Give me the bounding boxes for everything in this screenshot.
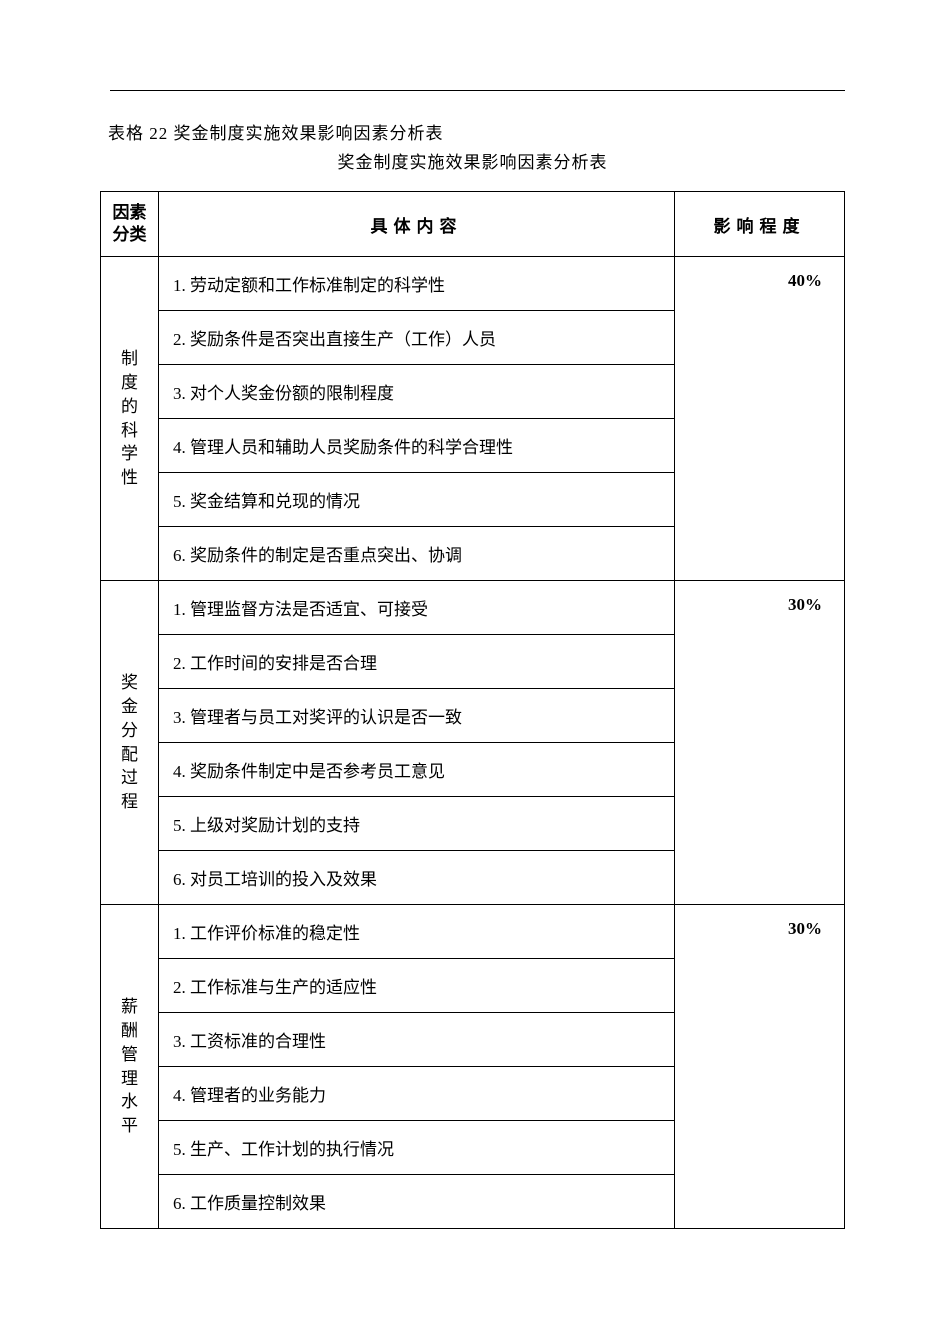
content-cell: 5. 生产、工作计划的执行情况 bbox=[159, 1121, 675, 1175]
category-label: 薪酬管理水平 bbox=[121, 995, 138, 1138]
table-header-row: 因素分类 具体内容 影响程度 bbox=[101, 192, 845, 257]
content-cell: 2. 工作时间的安排是否合理 bbox=[159, 635, 675, 689]
category-cell: 制度的科学性 bbox=[101, 257, 159, 581]
top-horizontal-rule bbox=[110, 90, 845, 91]
category-label: 奖金分配过程 bbox=[121, 671, 138, 814]
table-caption-line1: 表格 22 奖金制度实施效果影响因素分析表 bbox=[108, 119, 845, 144]
content-cell: 5. 奖金结算和兑现的情况 bbox=[159, 473, 675, 527]
content-cell: 1. 工作评价标准的稳定性 bbox=[159, 905, 675, 959]
content-cell: 4. 奖励条件制定中是否参考员工意见 bbox=[159, 743, 675, 797]
content-cell: 4. 管理人员和辅助人员奖励条件的科学合理性 bbox=[159, 419, 675, 473]
content-cell: 5. 上级对奖励计划的支持 bbox=[159, 797, 675, 851]
factor-analysis-table: 因素分类 具体内容 影响程度 制度的科学性 1. 劳动定额和工作标准制定的科学性… bbox=[100, 191, 845, 1229]
table-row: 制度的科学性 1. 劳动定额和工作标准制定的科学性 40% bbox=[101, 257, 845, 311]
col-header-category: 因素分类 bbox=[101, 192, 159, 257]
table-row: 薪酬管理水平 1. 工作评价标准的稳定性 30% bbox=[101, 905, 845, 959]
impact-cell: 30% bbox=[675, 581, 845, 905]
content-cell: 4. 管理者的业务能力 bbox=[159, 1067, 675, 1121]
content-cell: 3. 管理者与员工对奖评的认识是否一致 bbox=[159, 689, 675, 743]
col-header-content: 具体内容 bbox=[159, 192, 675, 257]
category-cell: 薪酬管理水平 bbox=[101, 905, 159, 1229]
content-cell: 6. 奖励条件的制定是否重点突出、协调 bbox=[159, 527, 675, 581]
content-cell: 3. 对个人奖金份额的限制程度 bbox=[159, 365, 675, 419]
content-cell: 1. 管理监督方法是否适宜、可接受 bbox=[159, 581, 675, 635]
category-cell: 奖金分配过程 bbox=[101, 581, 159, 905]
content-cell: 1. 劳动定额和工作标准制定的科学性 bbox=[159, 257, 675, 311]
content-cell: 6. 对员工培训的投入及效果 bbox=[159, 851, 675, 905]
content-cell: 3. 工资标准的合理性 bbox=[159, 1013, 675, 1067]
impact-cell: 30% bbox=[675, 905, 845, 1229]
impact-cell: 40% bbox=[675, 257, 845, 581]
content-cell: 2. 奖励条件是否突出直接生产（工作）人员 bbox=[159, 311, 675, 365]
table-caption-line2: 奖金制度实施效果影响因素分析表 bbox=[100, 148, 845, 173]
category-label: 制度的科学性 bbox=[121, 347, 138, 490]
col-header-impact: 影响程度 bbox=[675, 192, 845, 257]
table-row: 奖金分配过程 1. 管理监督方法是否适宜、可接受 30% bbox=[101, 581, 845, 635]
content-cell: 6. 工作质量控制效果 bbox=[159, 1175, 675, 1229]
content-cell: 2. 工作标准与生产的适应性 bbox=[159, 959, 675, 1013]
